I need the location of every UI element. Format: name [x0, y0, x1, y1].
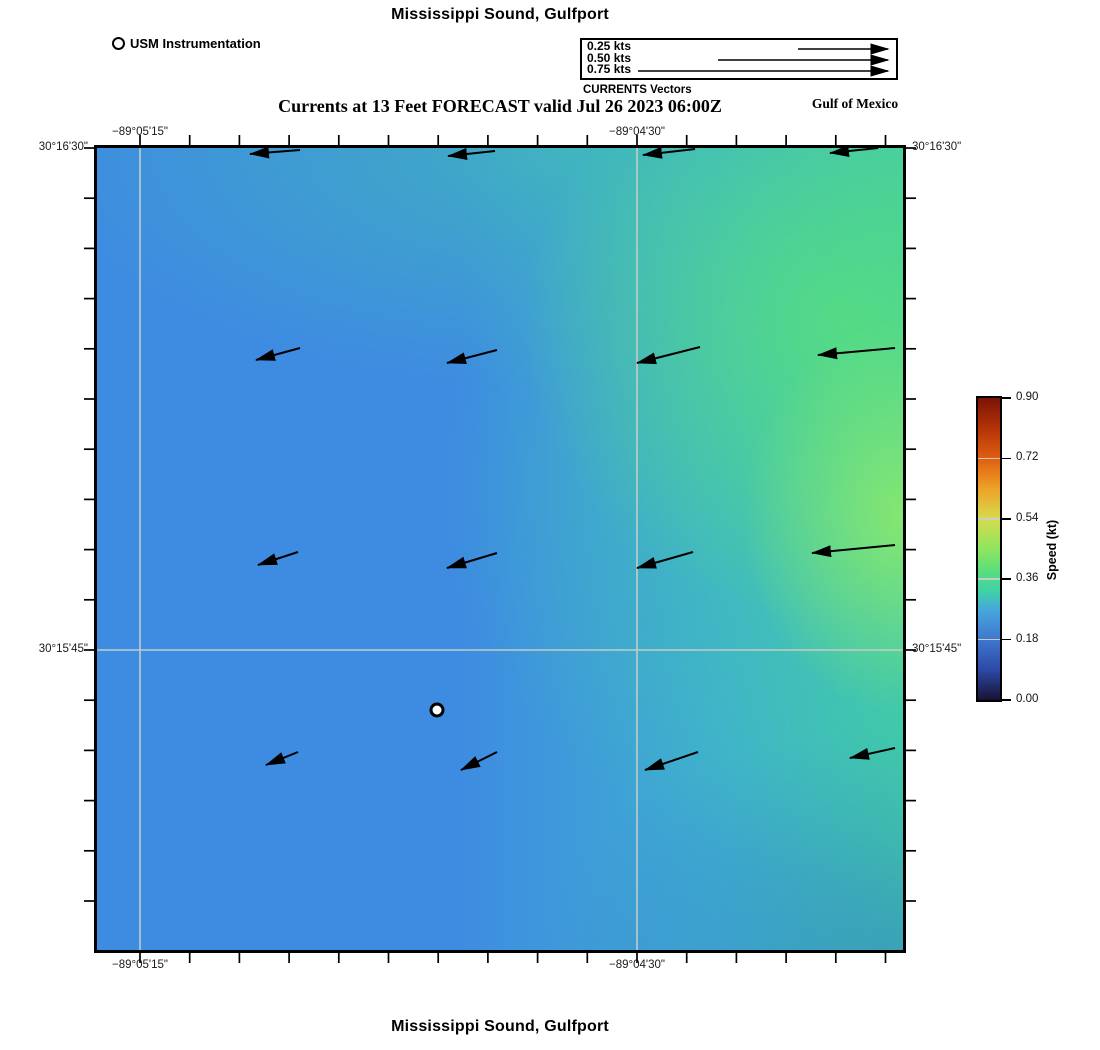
figure-subtitle: Currents at 13 Feet FORECAST valid Jul 2… — [278, 96, 722, 116]
colorbar-tick-label: 0.00 — [1016, 693, 1039, 705]
current-vector — [849, 747, 896, 760]
colorbar-tick — [1002, 578, 1011, 581]
vector-scale-label: 0.75 kts — [587, 62, 632, 76]
axis-label-lat-right-1: 30°16'30" — [912, 141, 962, 153]
colorbar-gridline — [978, 638, 1000, 641]
colorbar-axis-label: Speed (kt) — [1045, 519, 1059, 581]
axis-label-lon-top-2: −89°04'30" — [609, 126, 665, 138]
region-label: Gulf of Mexico — [811, 96, 899, 111]
current-vector — [447, 148, 496, 160]
current-vector — [636, 551, 694, 569]
colorbar-tick — [1002, 457, 1011, 460]
axis-label-lon-bottom-2: −89°04'30" — [609, 959, 665, 971]
axis-label-lon-bottom-1: −89°05'15" — [112, 959, 168, 971]
vector-scale-labels: 0.25 kts 0.50 kts 0.75 kts — [587, 39, 632, 76]
current-vector — [265, 751, 299, 766]
current-vector — [446, 349, 498, 365]
vector-scale-arrows — [638, 43, 890, 77]
vector-scale-label: 0.25 kts — [587, 39, 632, 53]
vector-scale-label: 0.50 kts — [587, 50, 632, 65]
figure-title: Mississippi Sound, Gulfport — [391, 6, 609, 23]
map-canvas — [84, 135, 916, 963]
current-vector — [460, 751, 498, 771]
axis-label-lat-left-1: 30°16'30" — [38, 141, 88, 153]
colorbar-gridline — [978, 457, 1000, 460]
colorbar-tick — [1002, 638, 1011, 641]
current-vector — [642, 146, 696, 159]
colorbar-tick — [1002, 518, 1011, 520]
current-vector — [249, 146, 301, 159]
open-circle-icon — [112, 37, 125, 50]
axis-label-lat-right-2: 30°15'45" — [912, 643, 962, 655]
colorbar-tick-label: 0.90 — [1016, 391, 1039, 403]
axis-label-lon-top-1: −89°05'15" — [112, 126, 168, 138]
colorbar — [976, 396, 1002, 702]
colorbar-tick-label: 0.72 — [1016, 451, 1039, 464]
colorbar-tick-label: 0.36 — [1016, 572, 1039, 585]
colorbar-tick-label: 0.18 — [1016, 632, 1039, 645]
current-vector — [446, 552, 498, 569]
current-vector — [817, 347, 896, 360]
colorbar-gridline — [978, 518, 1000, 520]
current-vector — [255, 347, 301, 361]
colorbar-tick-label: 0.54 — [1016, 511, 1039, 524]
map-overlay — [84, 135, 916, 963]
current-vector — [257, 551, 299, 566]
axis-label-lat-left-2: 30°15'45" — [38, 643, 88, 655]
colorbar-gridline — [978, 578, 1000, 580]
footer-title: Mississippi Sound, Gulfport — [391, 1018, 609, 1035]
current-vector — [829, 145, 879, 157]
colorbar-tick — [1002, 699, 1011, 701]
vector-legend-caption: CURRENTS Vectors — [583, 84, 692, 96]
colorbar-tick — [1002, 397, 1011, 399]
current-vector — [636, 346, 701, 365]
instrument-legend-label: USM Instrumentation — [130, 36, 261, 51]
current-vector — [644, 751, 699, 771]
vector-scale-legend: 0.25 kts 0.50 kts 0.75 kts — [580, 38, 898, 80]
instrument-legend: USM Instrumentation — [112, 36, 261, 51]
station-marker — [429, 702, 445, 718]
current-vector — [811, 544, 896, 558]
